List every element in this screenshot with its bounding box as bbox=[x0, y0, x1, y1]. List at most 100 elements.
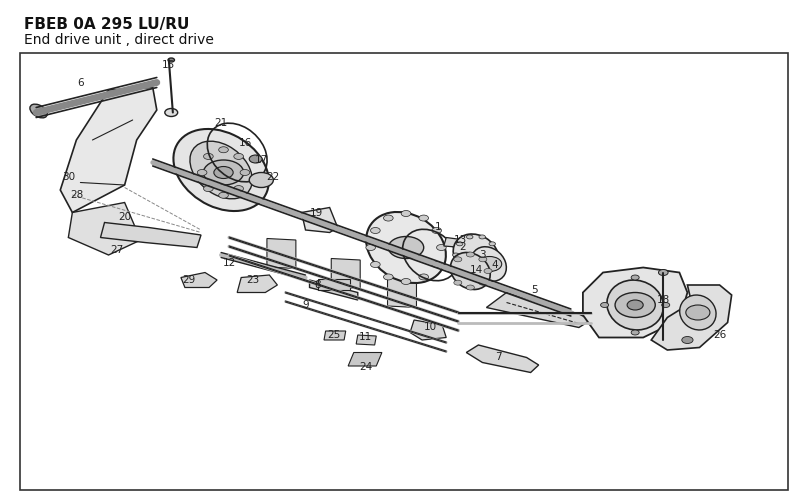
Text: 5: 5 bbox=[531, 285, 537, 295]
Circle shape bbox=[249, 155, 262, 163]
Polygon shape bbox=[60, 88, 157, 212]
Circle shape bbox=[479, 271, 485, 275]
Text: 27: 27 bbox=[110, 245, 123, 255]
Circle shape bbox=[203, 186, 213, 192]
Circle shape bbox=[383, 274, 393, 280]
Text: 28: 28 bbox=[70, 190, 83, 200]
Polygon shape bbox=[301, 208, 337, 233]
Circle shape bbox=[436, 244, 446, 250]
Circle shape bbox=[630, 330, 638, 335]
Text: 29: 29 bbox=[182, 275, 195, 285]
Circle shape bbox=[661, 302, 669, 308]
Polygon shape bbox=[309, 280, 357, 300]
Circle shape bbox=[483, 268, 491, 274]
Text: 21: 21 bbox=[214, 118, 227, 128]
Text: 4: 4 bbox=[491, 260, 497, 270]
FancyBboxPatch shape bbox=[317, 279, 349, 290]
Circle shape bbox=[477, 256, 501, 272]
Circle shape bbox=[218, 192, 228, 198]
Circle shape bbox=[240, 170, 250, 175]
Circle shape bbox=[203, 154, 213, 160]
Polygon shape bbox=[100, 222, 201, 248]
Polygon shape bbox=[181, 272, 217, 287]
Circle shape bbox=[600, 302, 608, 308]
Polygon shape bbox=[68, 202, 141, 255]
Polygon shape bbox=[237, 275, 277, 292]
Circle shape bbox=[452, 253, 459, 257]
Text: 14: 14 bbox=[469, 265, 482, 275]
Circle shape bbox=[401, 278, 410, 284]
Polygon shape bbox=[331, 258, 360, 288]
Text: 1: 1 bbox=[434, 222, 441, 232]
Polygon shape bbox=[650, 285, 731, 350]
Text: 11: 11 bbox=[359, 332, 372, 342]
Text: 7: 7 bbox=[495, 352, 501, 362]
Text: 17: 17 bbox=[255, 155, 267, 165]
Polygon shape bbox=[486, 292, 590, 328]
Circle shape bbox=[165, 108, 177, 116]
Circle shape bbox=[456, 242, 463, 246]
Circle shape bbox=[466, 252, 474, 257]
Text: 12: 12 bbox=[222, 258, 235, 268]
Circle shape bbox=[203, 160, 243, 185]
Circle shape bbox=[197, 170, 206, 175]
Ellipse shape bbox=[679, 295, 715, 330]
Circle shape bbox=[492, 253, 499, 257]
Text: 30: 30 bbox=[62, 172, 75, 182]
Text: 6: 6 bbox=[77, 78, 84, 88]
Circle shape bbox=[383, 215, 393, 221]
Circle shape bbox=[453, 257, 461, 262]
Polygon shape bbox=[387, 278, 416, 308]
Text: 10: 10 bbox=[423, 322, 436, 332]
Ellipse shape bbox=[190, 141, 252, 199]
Text: 15: 15 bbox=[162, 60, 175, 70]
Circle shape bbox=[401, 210, 410, 216]
Text: 19: 19 bbox=[309, 208, 322, 218]
Ellipse shape bbox=[471, 246, 506, 282]
Ellipse shape bbox=[30, 104, 47, 118]
Circle shape bbox=[630, 275, 638, 280]
Polygon shape bbox=[356, 335, 376, 345]
Circle shape bbox=[466, 285, 474, 290]
Circle shape bbox=[431, 262, 441, 268]
Circle shape bbox=[431, 228, 441, 234]
Polygon shape bbox=[324, 331, 345, 340]
Text: 16: 16 bbox=[238, 138, 251, 147]
Circle shape bbox=[456, 264, 463, 268]
Circle shape bbox=[479, 257, 487, 262]
Text: 18: 18 bbox=[656, 295, 669, 305]
Circle shape bbox=[448, 268, 456, 274]
Circle shape bbox=[658, 270, 667, 276]
Circle shape bbox=[418, 274, 428, 280]
Text: 25: 25 bbox=[327, 330, 340, 340]
Circle shape bbox=[365, 244, 375, 250]
Circle shape bbox=[685, 305, 709, 320]
Circle shape bbox=[488, 264, 495, 268]
Circle shape bbox=[370, 262, 380, 268]
Circle shape bbox=[234, 186, 243, 192]
Circle shape bbox=[681, 336, 692, 344]
Text: 22: 22 bbox=[267, 172, 279, 182]
Circle shape bbox=[626, 300, 642, 310]
Text: 2: 2 bbox=[459, 242, 465, 252]
Circle shape bbox=[388, 236, 423, 258]
Polygon shape bbox=[348, 352, 381, 366]
Circle shape bbox=[466, 235, 472, 239]
Ellipse shape bbox=[606, 280, 662, 330]
Circle shape bbox=[218, 147, 228, 153]
Ellipse shape bbox=[365, 212, 446, 283]
Ellipse shape bbox=[173, 129, 268, 211]
Circle shape bbox=[370, 228, 380, 234]
Ellipse shape bbox=[450, 252, 490, 290]
Circle shape bbox=[488, 242, 495, 246]
Circle shape bbox=[479, 280, 487, 285]
Text: 9: 9 bbox=[302, 300, 308, 310]
Circle shape bbox=[214, 166, 233, 178]
Text: 26: 26 bbox=[712, 330, 725, 340]
Text: 8: 8 bbox=[314, 280, 320, 290]
Text: 3: 3 bbox=[479, 250, 485, 260]
Polygon shape bbox=[267, 238, 296, 268]
Text: 13: 13 bbox=[454, 235, 467, 245]
Ellipse shape bbox=[453, 234, 498, 276]
Text: 24: 24 bbox=[359, 362, 372, 372]
